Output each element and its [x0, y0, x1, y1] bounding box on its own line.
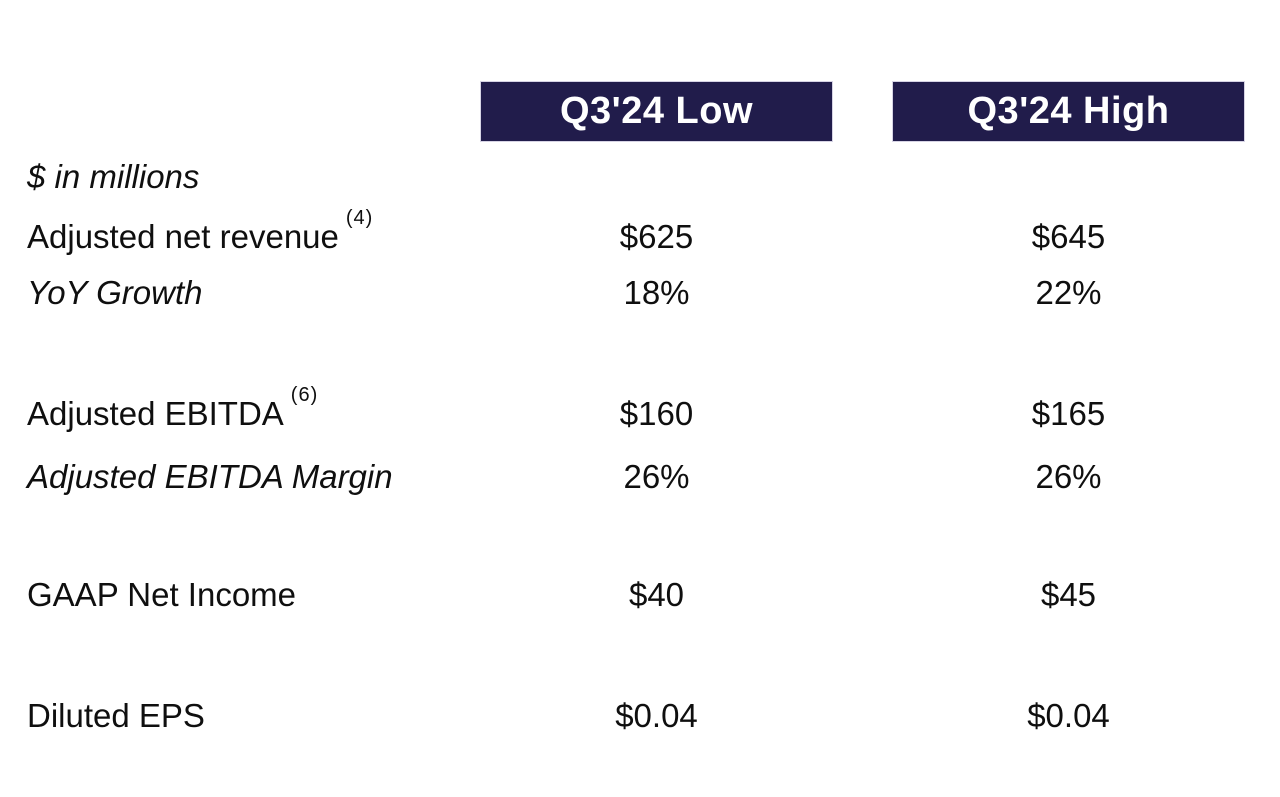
high-value: $0.04	[1027, 697, 1110, 734]
row-label: Adjusted EBITDA Margin	[27, 458, 393, 495]
table-row-yoy-growth: YoY Growth 18% 22%	[0, 263, 1280, 323]
unit-note-row: $ in millions	[0, 147, 1280, 207]
footnote-marker: (6)	[290, 384, 319, 406]
low-value: $40	[628, 576, 685, 613]
table-row-adjusted-ebitda-margin: Adjusted EBITDA Margin 26% 26%	[0, 447, 1280, 507]
footnote-marker: (4)	[345, 207, 374, 229]
high-value: 22%	[1035, 274, 1102, 311]
table-row-diluted-eps: Diluted EPS $0.04 $0.04	[0, 686, 1280, 746]
row-label: Diluted EPS	[27, 697, 205, 734]
row-label: Adjusted net revenue (4)	[0, 207, 480, 256]
row-label: YoY Growth	[27, 274, 203, 311]
row-label: Adjusted EBITDA (6)	[0, 384, 480, 433]
row-label: GAAP Net Income	[27, 576, 297, 613]
column-header-q3-low: Q3'24 Low	[480, 81, 833, 142]
table-header-row: Q3'24 Low Q3'24 High	[0, 81, 1280, 142]
low-value: 26%	[623, 458, 690, 495]
high-value: $45	[1040, 576, 1097, 613]
unit-note: $ in millions	[27, 158, 200, 195]
row-label-text: Adjusted net revenue	[27, 218, 339, 255]
low-value: $160	[619, 395, 694, 432]
high-value: $645	[1031, 218, 1106, 255]
low-value: $0.04	[615, 697, 698, 734]
low-value: 18%	[623, 274, 690, 311]
row-label-text: Adjusted EBITDA	[27, 395, 284, 432]
column-header-q3-high: Q3'24 High	[892, 81, 1245, 142]
table-row-adjusted-ebitda: Adjusted EBITDA (6) $160 $165	[0, 384, 1280, 444]
high-value: 26%	[1035, 458, 1102, 495]
table-row-adjusted-net-revenue: Adjusted net revenue (4) $625 $645	[0, 207, 1280, 267]
high-value: $165	[1031, 395, 1106, 432]
table-row-gaap-net-income: GAAP Net Income $40 $45	[0, 565, 1280, 625]
low-value: $625	[619, 218, 694, 255]
